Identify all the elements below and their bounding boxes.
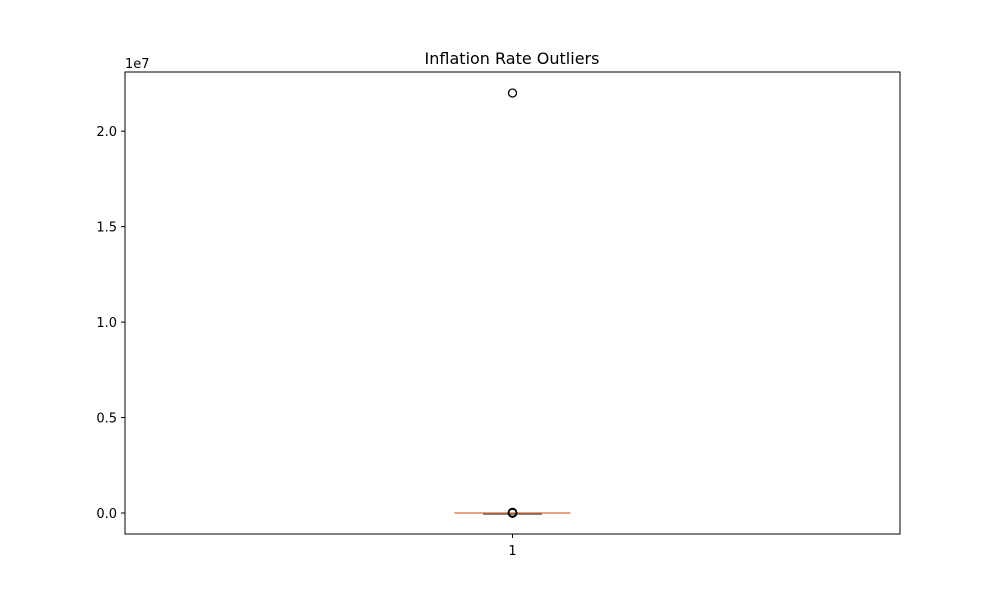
plot-layer bbox=[454, 88, 571, 518]
plot-frame bbox=[124, 71, 901, 535]
outlier-point bbox=[507, 507, 518, 518]
axis-layer: 0.0 0.5 1.0 1.5 2.0 1 bbox=[96, 125, 516, 559]
y-tick-label: 0.5 bbox=[96, 412, 117, 427]
y-tick-label: 1.5 bbox=[96, 221, 117, 236]
y-tick-label: 0.0 bbox=[96, 507, 117, 522]
x-tick-label: 1 bbox=[508, 544, 516, 559]
outlier-point bbox=[507, 88, 518, 98]
chart-title: Inflation Rate Outliers bbox=[425, 49, 600, 68]
y-tick-label: 2.0 bbox=[96, 125, 117, 140]
box-plot bbox=[454, 88, 571, 518]
y-tick-label: 1.0 bbox=[96, 316, 117, 331]
y-axis-offset-label: 1e7 bbox=[125, 57, 150, 72]
